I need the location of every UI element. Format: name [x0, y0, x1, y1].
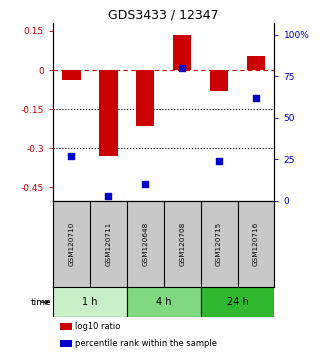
Text: GSM120648: GSM120648	[142, 222, 148, 266]
Bar	[201, 287, 274, 317]
Point	[69, 153, 74, 159]
Point	[143, 181, 148, 187]
Bar	[60, 340, 72, 347]
Bar	[173, 35, 191, 70]
Bar	[60, 323, 72, 330]
Point	[216, 158, 221, 164]
Text: 1 h: 1 h	[82, 297, 98, 307]
Bar	[136, 70, 154, 126]
Bar	[127, 287, 201, 317]
Bar	[53, 287, 127, 317]
Bar	[99, 70, 117, 156]
Text: time: time	[30, 298, 51, 307]
Text: GSM120716: GSM120716	[253, 222, 259, 266]
Text: 24 h: 24 h	[227, 297, 248, 307]
Text: log10 ratio: log10 ratio	[75, 322, 120, 331]
Text: GSM120710: GSM120710	[68, 222, 74, 266]
Bar	[210, 70, 228, 91]
Text: 4 h: 4 h	[156, 297, 171, 307]
Text: GSM120708: GSM120708	[179, 222, 185, 266]
Point	[106, 193, 111, 198]
Text: percentile rank within the sample: percentile rank within the sample	[75, 339, 217, 348]
Point	[253, 95, 258, 101]
Bar	[62, 70, 81, 80]
Title: GDS3433 / 12347: GDS3433 / 12347	[108, 9, 219, 22]
Text: GSM120715: GSM120715	[216, 222, 222, 266]
Text: GSM120711: GSM120711	[105, 222, 111, 266]
Point	[179, 65, 185, 71]
Bar	[247, 56, 265, 70]
